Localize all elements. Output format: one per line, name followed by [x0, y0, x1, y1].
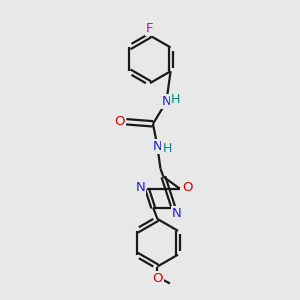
Text: N: N [161, 95, 171, 108]
Text: O: O [152, 272, 163, 285]
Text: O: O [182, 181, 193, 194]
Text: N: N [172, 207, 182, 220]
Text: F: F [146, 22, 154, 34]
Text: H: H [162, 142, 172, 155]
Text: O: O [114, 115, 125, 128]
Text: H: H [171, 93, 181, 106]
Text: N: N [153, 140, 162, 153]
Text: N: N [135, 181, 145, 194]
